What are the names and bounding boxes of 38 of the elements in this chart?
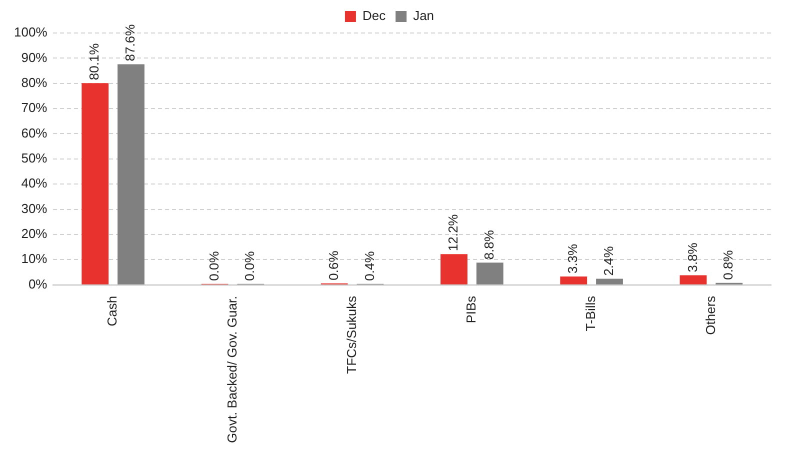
data-label: 0.4%	[362, 250, 377, 281]
x-tick-label: T-Bills	[583, 295, 598, 332]
x-tick-label: TFCs/Sukuks	[344, 295, 359, 374]
y-tick-label: 30%	[21, 200, 48, 216]
data-label: 0.8%	[720, 250, 736, 280]
x-tick-label: Govt. Backed/ Gov. Guar.	[224, 296, 240, 444]
bar	[560, 276, 588, 284]
bar	[680, 275, 707, 284]
data-label: 87.6%	[122, 24, 138, 62]
y-tick-label: 40%	[21, 176, 48, 191]
bar	[596, 278, 623, 284]
y-tick-label: 90%	[21, 50, 48, 65]
bar	[118, 64, 144, 284]
y-tick-label: 0%	[28, 276, 48, 292]
data-label: 80.1%	[86, 42, 102, 80]
data-label: 3.8%	[684, 242, 700, 272]
data-label: 2.4%	[601, 246, 616, 276]
x-tick-label: Others	[702, 295, 718, 335]
y-tick-label: 60%	[21, 125, 48, 140]
y-tick-label: 50%	[21, 150, 48, 166]
legend-label: Jan	[413, 8, 434, 24]
y-tick-label: 100%	[14, 24, 48, 40]
data-label: 12.2%	[446, 214, 461, 252]
x-tick-label: Cash	[104, 296, 120, 326]
data-label: 0.0%	[242, 250, 258, 281]
data-label: 0.6%	[326, 250, 341, 280]
y-tick-label: 80%	[21, 74, 48, 90]
y-tick-label: 70%	[21, 100, 48, 116]
data-label: 8.8%	[481, 230, 496, 260]
y-tick-label: 10%	[21, 251, 48, 266]
x-tick-label: PIBs	[464, 295, 479, 324]
bar	[82, 83, 109, 284]
bar	[440, 254, 468, 284]
data-label: 0.0%	[206, 250, 222, 281]
bar	[476, 262, 504, 284]
data-label: 3.3%	[565, 243, 580, 274]
legend-label: Dec	[362, 8, 386, 24]
y-tick-label: 20%	[21, 226, 48, 242]
